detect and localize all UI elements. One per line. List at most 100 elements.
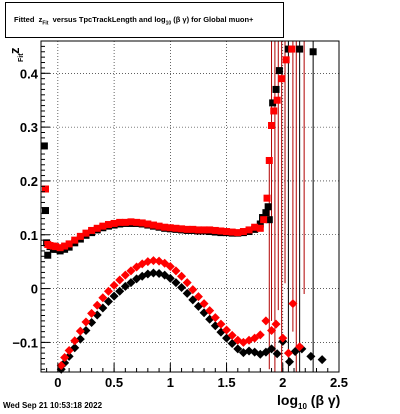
data-point-square — [262, 209, 270, 217]
data-point-diamond — [288, 299, 298, 309]
data-point-diamond — [81, 326, 91, 336]
data-point-square — [56, 244, 64, 252]
data-point-diamond — [193, 292, 203, 302]
data-point-square — [275, 67, 283, 75]
data-point-diamond — [148, 256, 158, 266]
data-point-square — [194, 226, 202, 234]
data-point-square — [251, 223, 259, 231]
data-point-square — [138, 219, 146, 227]
data-point-square — [76, 232, 84, 240]
data-point-square — [206, 226, 214, 234]
grid-lines — [41, 41, 339, 372]
data-point-square — [228, 228, 236, 236]
data-point-square — [93, 224, 101, 232]
data-point-diamond — [171, 266, 181, 276]
data-point-diamond — [109, 291, 119, 301]
timestamp: Wed Sep 21 10:53:18 2022 — [3, 401, 103, 410]
data-point-square — [82, 229, 90, 237]
error-bars — [268, 41, 314, 372]
data-point-square — [260, 216, 268, 224]
data-point-square — [155, 222, 163, 230]
data-point-diamond — [126, 278, 136, 288]
data-markers — [40, 45, 327, 374]
x-tick-label: 2 — [279, 375, 286, 390]
data-point-square — [183, 225, 191, 233]
y-tick-label: 0.1 — [20, 228, 38, 243]
data-point-square — [121, 218, 129, 226]
data-point-square — [263, 194, 271, 202]
data-point-square — [288, 45, 296, 53]
data-point-diamond — [177, 283, 187, 293]
x-tick-label: 0.5 — [105, 375, 123, 390]
data-point-diamond — [267, 344, 277, 354]
data-point-diamond — [285, 357, 295, 367]
data-point-diamond — [87, 308, 97, 318]
data-point-diamond — [267, 326, 277, 336]
data-point-diamond — [109, 280, 119, 290]
data-point-diamond — [56, 361, 66, 371]
data-point-square — [178, 225, 186, 233]
data-point-square — [41, 185, 49, 193]
axis-ticks — [41, 45, 340, 372]
data-point-diamond — [233, 344, 243, 354]
data-point-square — [245, 226, 253, 234]
data-point-diamond — [278, 333, 288, 343]
data-point-diamond — [143, 269, 153, 279]
data-point-diamond — [182, 278, 192, 288]
data-point-square — [265, 156, 273, 164]
data-point-square — [264, 203, 272, 211]
data-point-square — [41, 207, 49, 215]
data-point-diamond — [188, 285, 198, 295]
data-point-square — [44, 251, 52, 259]
chart-title: Fitted zFit versus TpcTrackLength and lo… — [14, 15, 253, 27]
data-point-square — [239, 228, 247, 236]
data-point-diamond — [120, 281, 130, 291]
data-point-diamond — [165, 262, 175, 272]
data-point-diamond — [126, 266, 136, 276]
data-point-diamond — [98, 293, 108, 303]
data-point-square — [40, 142, 48, 150]
data-point-square — [88, 226, 96, 234]
data-point-diamond — [177, 271, 187, 281]
title-z: z — [38, 15, 43, 24]
y-tick-label: 0.4 — [20, 66, 39, 81]
data-point-square — [200, 226, 208, 234]
y-tick-label: 0.3 — [20, 120, 38, 135]
data-point-diamond — [306, 351, 316, 361]
data-point-diamond — [222, 325, 232, 335]
data-point-square — [61, 242, 69, 250]
data-point-diamond — [255, 330, 265, 340]
data-point-diamond — [75, 326, 85, 336]
data-point-diamond — [64, 345, 74, 355]
data-point-diamond — [92, 300, 102, 310]
data-point-diamond — [171, 278, 181, 288]
data-point-diamond — [227, 330, 237, 340]
data-point-square — [211, 226, 219, 234]
data-point-diamond — [143, 257, 153, 267]
data-point-diamond — [244, 346, 254, 356]
data-point-square — [278, 75, 286, 83]
y-axis-label: z Fit — [5, 38, 25, 68]
data-point-square — [309, 48, 317, 56]
data-point-square — [104, 221, 112, 229]
data-point-square — [116, 218, 124, 226]
data-point-diamond — [317, 355, 327, 365]
data-point-square — [256, 224, 264, 232]
title-z-subscript: Fit — [42, 20, 49, 27]
data-point-square — [166, 224, 174, 232]
x-tick-label: 0 — [54, 375, 61, 390]
data-point-square — [65, 240, 73, 248]
data-point-square — [99, 222, 107, 230]
data-point-diamond — [271, 319, 281, 329]
data-point-diamond — [165, 273, 175, 283]
data-point-square — [272, 85, 280, 93]
data-point-diamond — [210, 313, 220, 323]
data-point-square — [269, 99, 277, 107]
data-point-square — [149, 221, 157, 229]
plot-frame — [40, 40, 340, 373]
data-point-diamond — [115, 286, 125, 296]
data-point-diamond — [103, 286, 113, 296]
title-log-subscript: 10 — [165, 20, 172, 27]
data-point-diamond — [120, 270, 130, 280]
y-tick-label: −0.1 — [12, 335, 38, 350]
